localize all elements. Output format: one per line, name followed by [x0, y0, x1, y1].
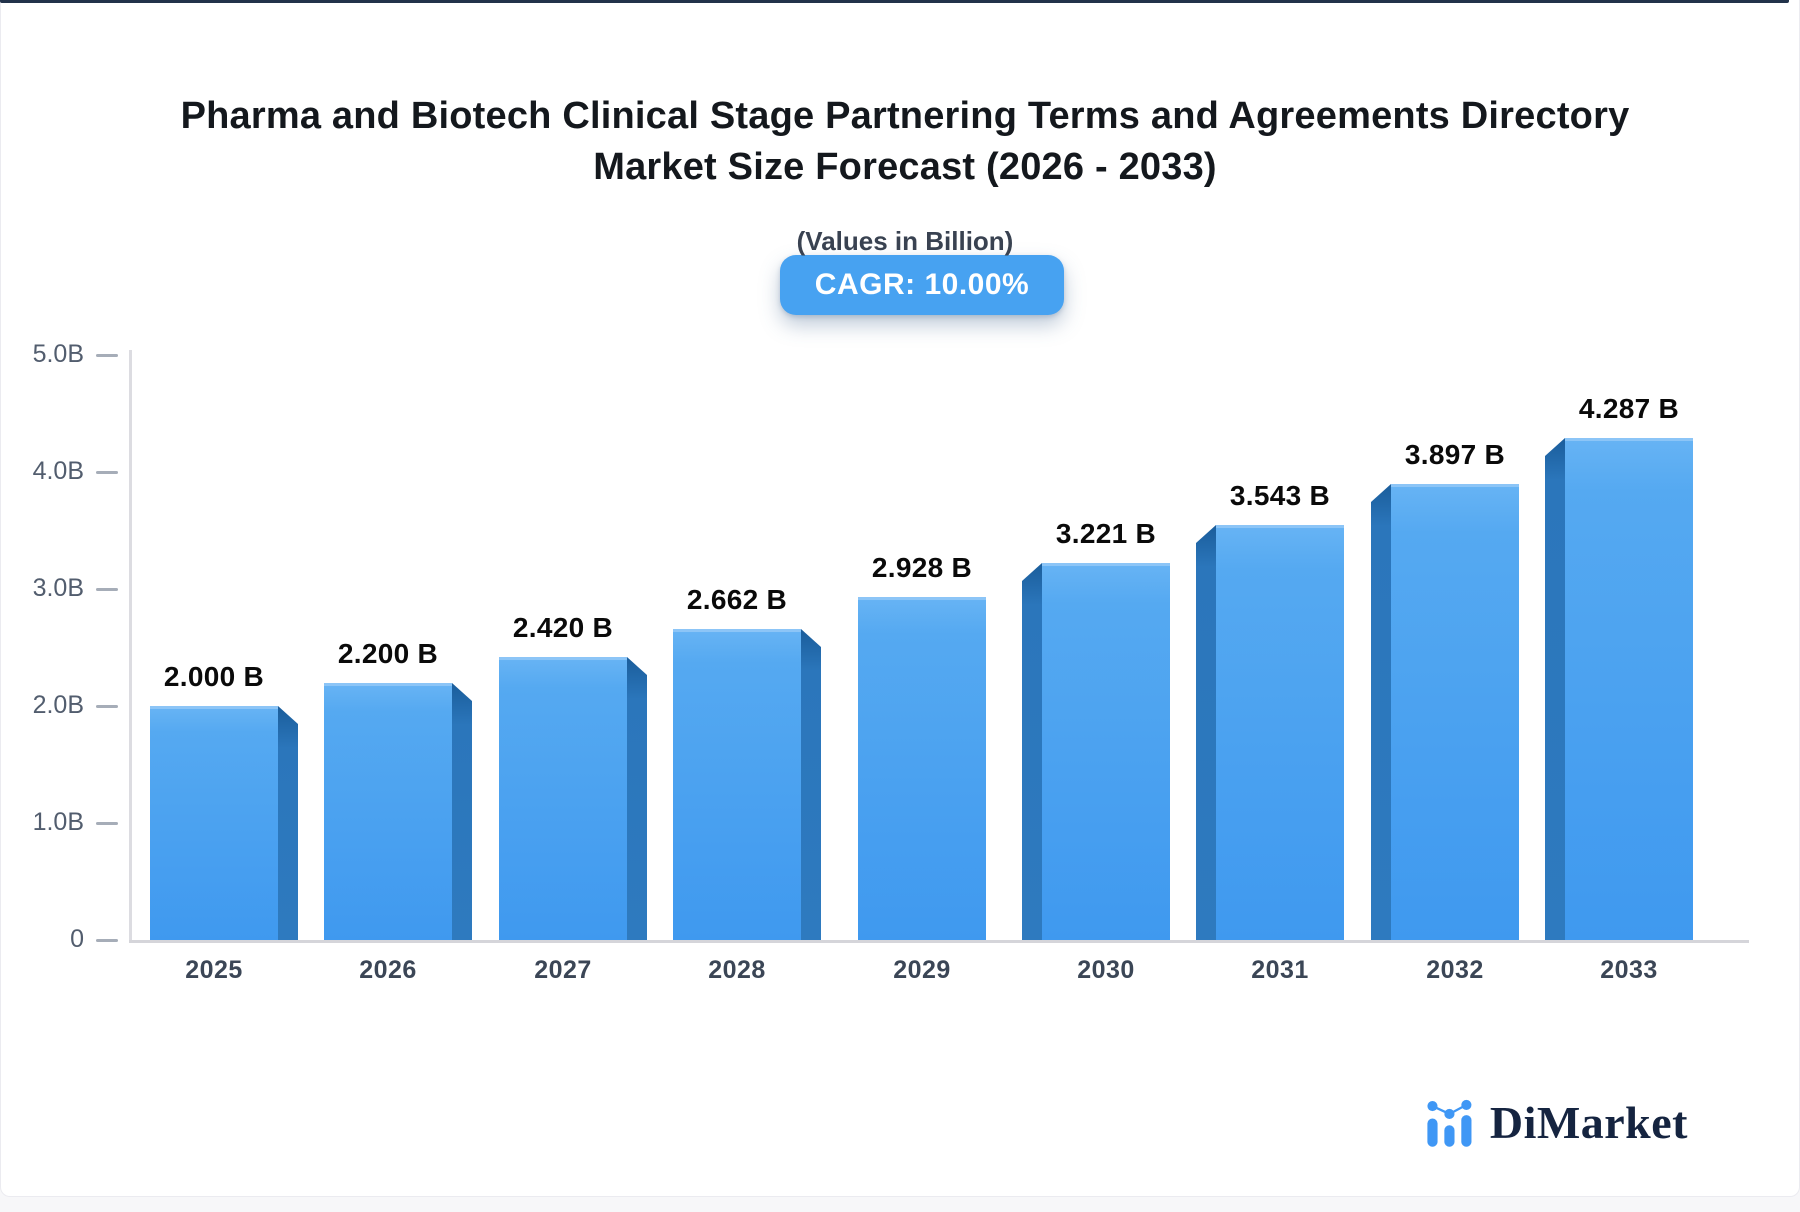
bar-side-2032: [1371, 484, 1391, 940]
y-tick-mark: [96, 471, 118, 474]
chart-title-line1: Pharma and Biotech Clinical Stage Partne…: [180, 95, 1630, 137]
bar-side-2031: [1196, 525, 1216, 940]
bar-chart-logo-icon: [1427, 1099, 1472, 1147]
x-axis-baseline: [129, 940, 1749, 943]
y-tick-label: 4.0B: [32, 457, 84, 485]
logo-wordmark: DiMarket: [1489, 1097, 1688, 1148]
bar-side-2026: [452, 683, 472, 940]
x-axis-label-2028: 2028: [708, 956, 766, 984]
y-axis-line: [129, 350, 132, 943]
y-tick-label: 0: [70, 925, 84, 953]
y-tick-mark: [96, 822, 118, 825]
bar-value-label: 4.287 B: [1578, 393, 1680, 424]
y-tick-mark: [96, 939, 118, 942]
y-tick-label: 1.0B: [32, 808, 84, 836]
bar-side-2025: [278, 706, 298, 940]
bar-2026: [324, 683, 452, 940]
bar-side-2028: [801, 629, 821, 940]
dimarket-logo: DiMarket: [1424, 1090, 1688, 1148]
bar-side-2030: [1022, 563, 1042, 940]
cagr-badge: CAGR: 10.00%: [780, 255, 1064, 315]
x-axis-label-2030: 2030: [1077, 956, 1135, 984]
bar-2032: [1391, 484, 1519, 940]
x-axis-label-2029: 2029: [893, 956, 951, 984]
bar-value-label: 2.200 B: [337, 638, 439, 669]
bar-value-label: 2.928 B: [871, 552, 973, 583]
x-axis-label-2032: 2032: [1426, 956, 1484, 984]
x-axis-label-2026: 2026: [359, 956, 417, 984]
x-axis-label-2033: 2033: [1600, 956, 1658, 984]
y-tick-label: 3.0B: [32, 574, 84, 602]
bar-value-label: 3.543 B: [1229, 480, 1331, 511]
y-tick-label: 2.0B: [32, 691, 84, 719]
bar-2030: [1042, 563, 1170, 940]
bar-2029: [858, 597, 986, 940]
chart-subtitle: (Values in Billion): [796, 226, 1014, 256]
bar-2025: [150, 706, 278, 940]
y-tick-mark: [96, 705, 118, 708]
y-tick-mark: [96, 588, 118, 591]
bar-2028: [673, 629, 801, 940]
bar-2031: [1216, 525, 1344, 940]
x-axis-label-2025: 2025: [185, 956, 243, 984]
bar-value-label: 3.897 B: [1404, 439, 1506, 470]
x-axis-label-2027: 2027: [534, 956, 592, 984]
bar-2033: [1565, 438, 1693, 940]
bar-2027: [499, 657, 627, 940]
chart-title-line2: Market Size Forecast (2026 - 2033): [593, 146, 1217, 188]
y-tick-label: 5.0B: [32, 340, 84, 368]
bar-value-label: 2.420 B: [512, 612, 614, 643]
bar-value-label: 2.662 B: [686, 584, 788, 615]
y-tick-mark: [96, 354, 118, 357]
top-accent-line: [0, 0, 1789, 3]
bar-side-2027: [627, 657, 647, 940]
x-axis-label-2031: 2031: [1251, 956, 1309, 984]
bar-side-2033: [1545, 438, 1565, 940]
bar-value-label: 3.221 B: [1055, 518, 1157, 549]
bar-value-label: 2.000 B: [163, 661, 265, 692]
